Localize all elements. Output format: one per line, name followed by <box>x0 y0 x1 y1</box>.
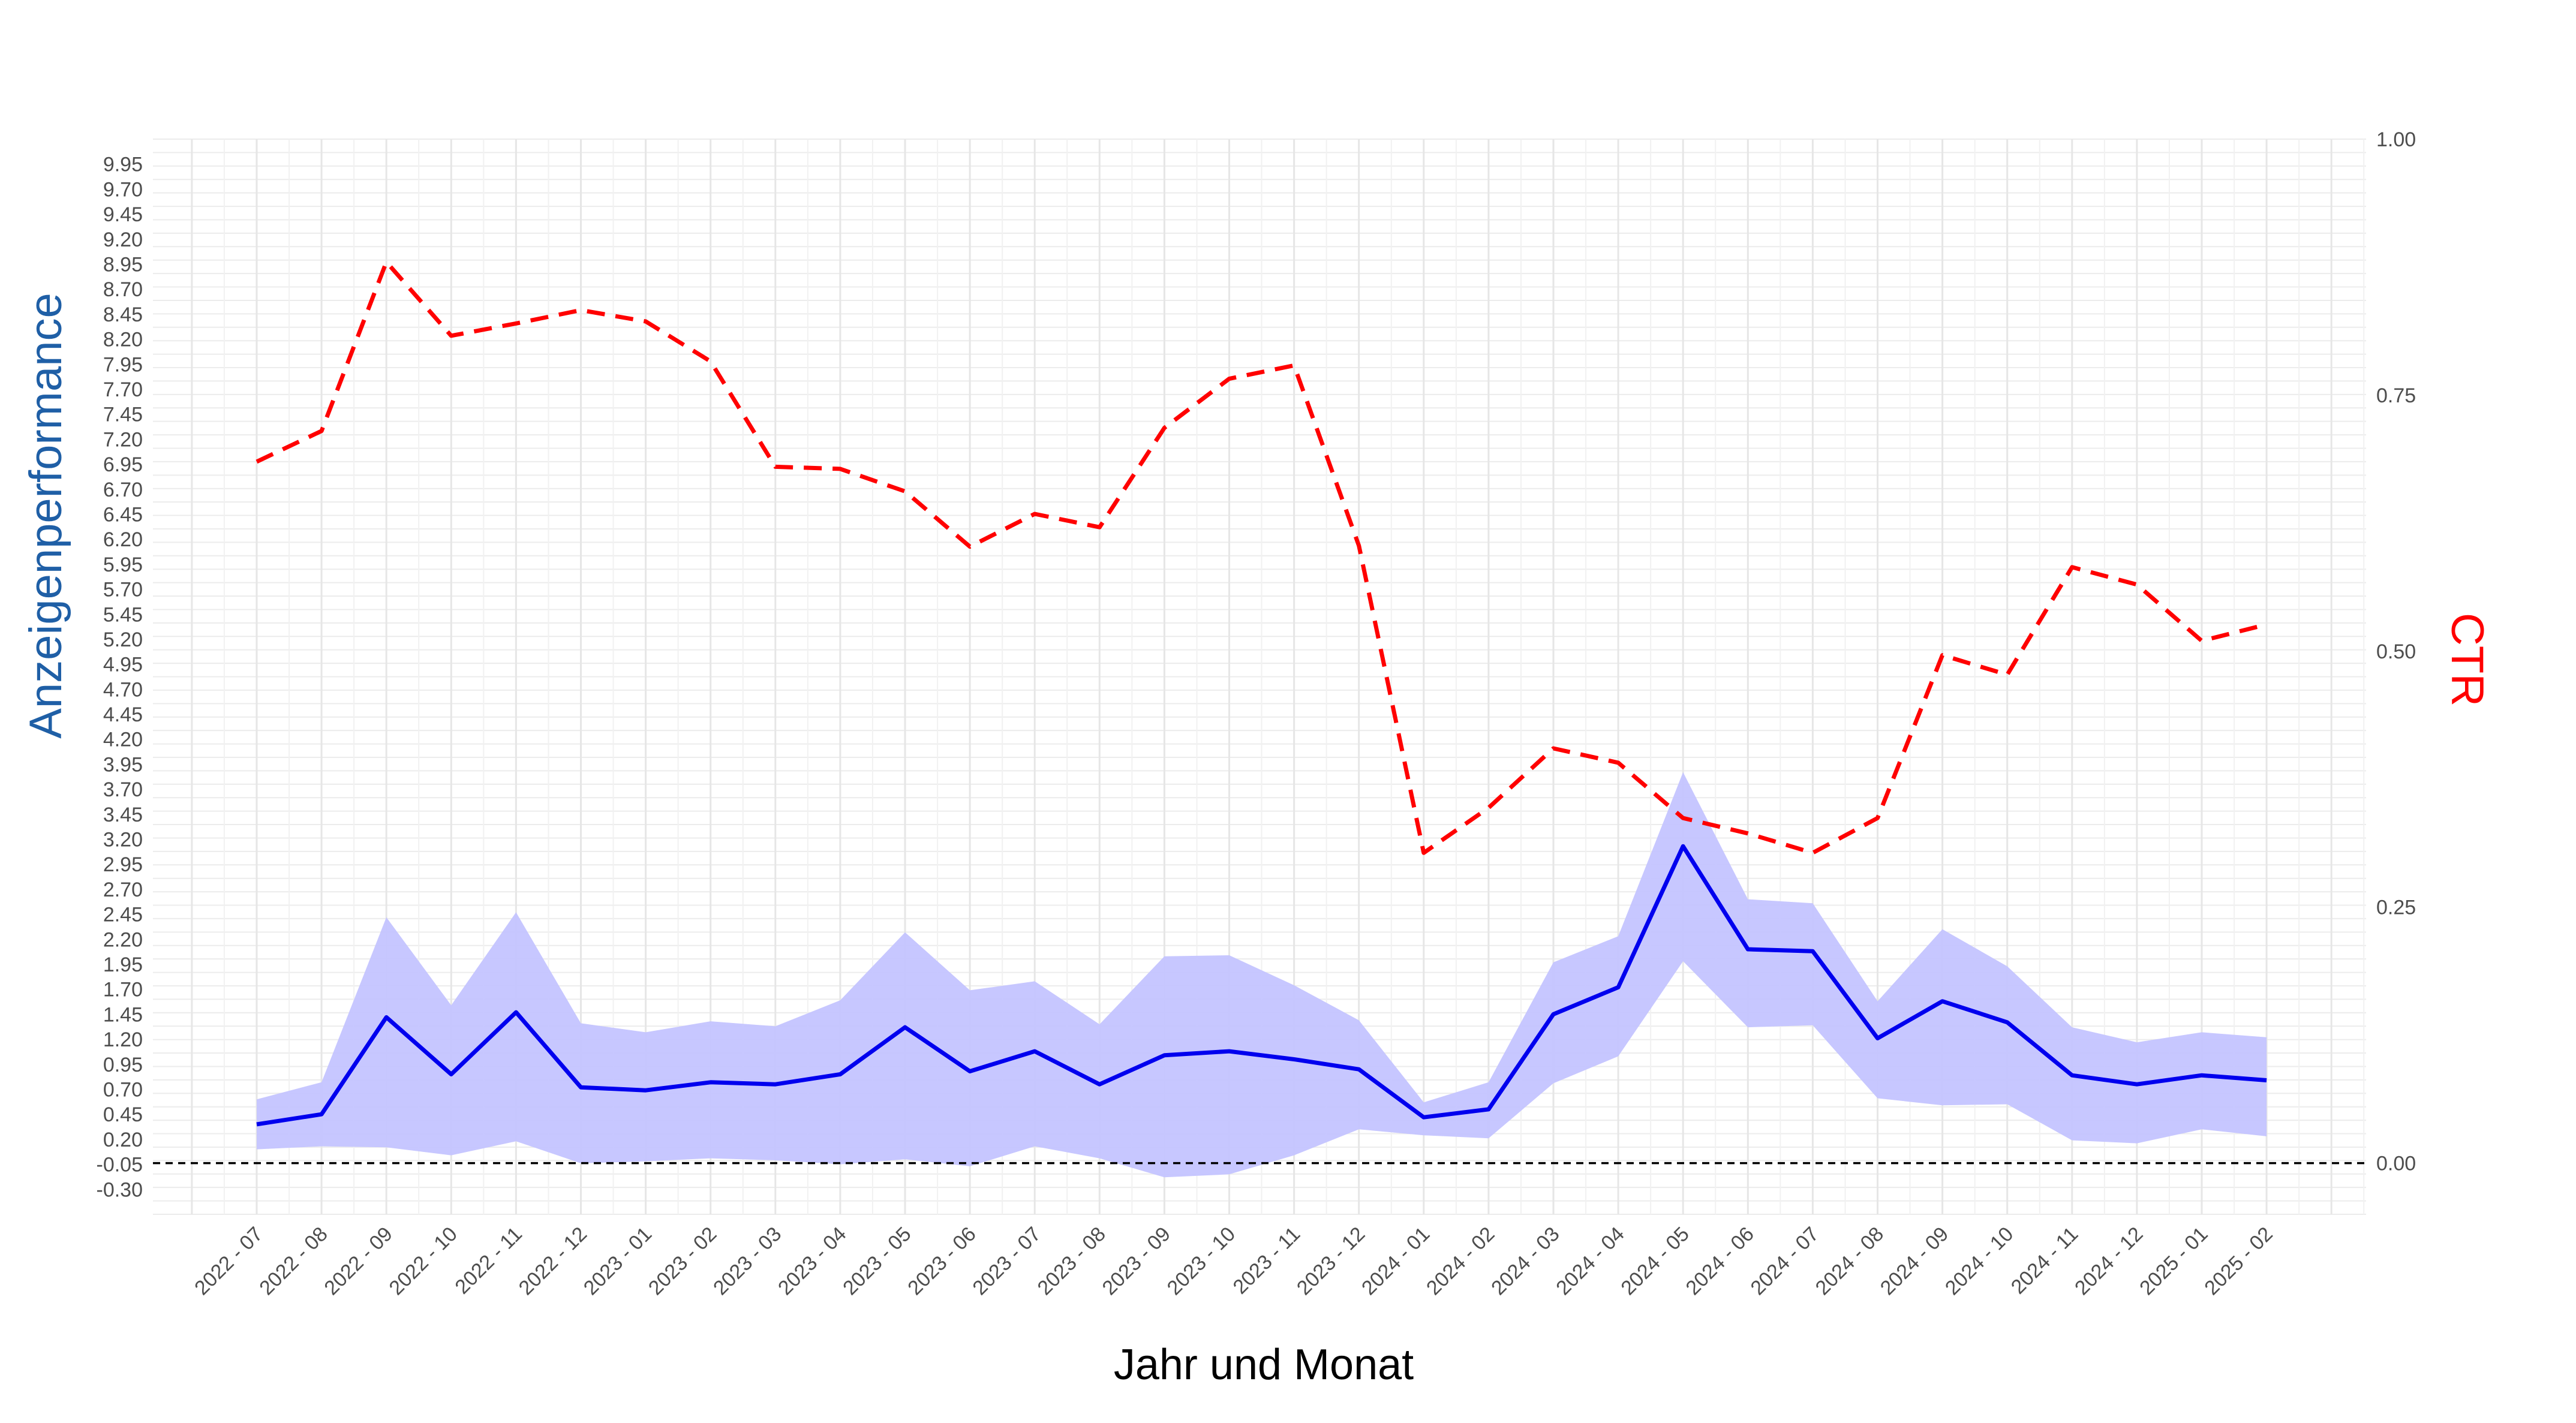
y-tick-label-left: 0.70 <box>103 1079 143 1102</box>
confidence-band <box>257 772 2267 1178</box>
y-tick-label-left: 8.20 <box>103 329 143 351</box>
y-axis-left-label: Anzeigenperformance <box>20 293 71 739</box>
y-tick-label-left: 4.70 <box>103 678 143 701</box>
y-tick-label-left: 5.95 <box>103 553 143 576</box>
ctr-line <box>256 260 2267 855</box>
y-tick-label-left: 1.95 <box>103 953 143 976</box>
y-tick-label-left: 2.20 <box>103 928 143 951</box>
y-tick-label-left: 9.45 <box>103 203 143 226</box>
y-tick-label-left: 4.20 <box>103 729 143 751</box>
y-tick-label-right: 0.00 <box>2376 1153 2416 1175</box>
y-tick-label-right: 0.50 <box>2376 640 2416 663</box>
x-axis-label: Jahr und Monat <box>1114 1341 1414 1389</box>
y-tick-label-left: 3.20 <box>103 829 143 852</box>
y-tick-label-left: 0.20 <box>103 1129 143 1151</box>
y-tick-label-left: 9.95 <box>103 154 143 176</box>
y-tick-label-left: 4.45 <box>103 703 143 726</box>
y-tick-label-left: 9.70 <box>103 178 143 201</box>
y-axis-left-ticks: 9.959.709.459.208.958.708.45 8.207.957.70… <box>97 154 143 1202</box>
y-tick-label-left: 8.70 <box>103 278 143 301</box>
y-tick-label-right: 0.75 <box>2376 384 2416 407</box>
y-tick-label-left: 5.20 <box>103 628 143 651</box>
y-tick-label-right: 1.00 <box>2376 128 2416 151</box>
y-tick-label-left: 6.20 <box>103 528 143 551</box>
y-tick-label-right: 0.25 <box>2376 896 2416 919</box>
y-tick-label-left: 3.45 <box>103 804 143 826</box>
y-tick-label-left: 0.95 <box>103 1054 143 1076</box>
y-tick-label-left: 4.95 <box>103 654 143 676</box>
y-tick-label-left: 9.20 <box>103 228 143 251</box>
y-tick-label-left: 5.45 <box>103 603 143 626</box>
y-axis-right-ticks: 1.00 0.75 0.50 0.25 0.00 <box>2376 128 2416 1175</box>
y-tick-label-left: 5.70 <box>103 579 143 601</box>
y-tick-label-left: 7.45 <box>103 404 143 426</box>
y-tick-label-left: 2.45 <box>103 904 143 926</box>
y-tick-label-left: -0.05 <box>97 1154 143 1177</box>
y-tick-label-left: 3.95 <box>103 753 143 776</box>
y-tick-label-left: 7.95 <box>103 353 143 376</box>
series-lines <box>256 260 2267 1127</box>
y-tick-label-left: 2.70 <box>103 879 143 901</box>
y-axis-right-label: CTR <box>2442 613 2493 706</box>
y-tick-label-left: 7.20 <box>103 428 143 451</box>
y-tick-label-left: 0.45 <box>103 1103 143 1126</box>
y-tick-label-left: 1.45 <box>103 1003 143 1026</box>
y-tick-label-left: 3.70 <box>103 778 143 801</box>
y-tick-label-left: 8.45 <box>103 303 143 326</box>
performance-line <box>256 844 2267 1127</box>
y-tick-label-left: 8.95 <box>103 253 143 276</box>
y-tick-label-left: 1.70 <box>103 979 143 1001</box>
y-tick-label-left: 7.70 <box>103 378 143 401</box>
y-tick-label-left: -0.30 <box>97 1178 143 1201</box>
confidence-band-area <box>257 772 2267 1178</box>
y-tick-label-left: 6.70 <box>103 479 143 501</box>
y-tick-label-left: 1.20 <box>103 1028 143 1051</box>
y-tick-label-left: 6.45 <box>103 503 143 526</box>
y-tick-label-left: 2.95 <box>103 853 143 876</box>
y-tick-label-left: 6.95 <box>103 453 143 476</box>
